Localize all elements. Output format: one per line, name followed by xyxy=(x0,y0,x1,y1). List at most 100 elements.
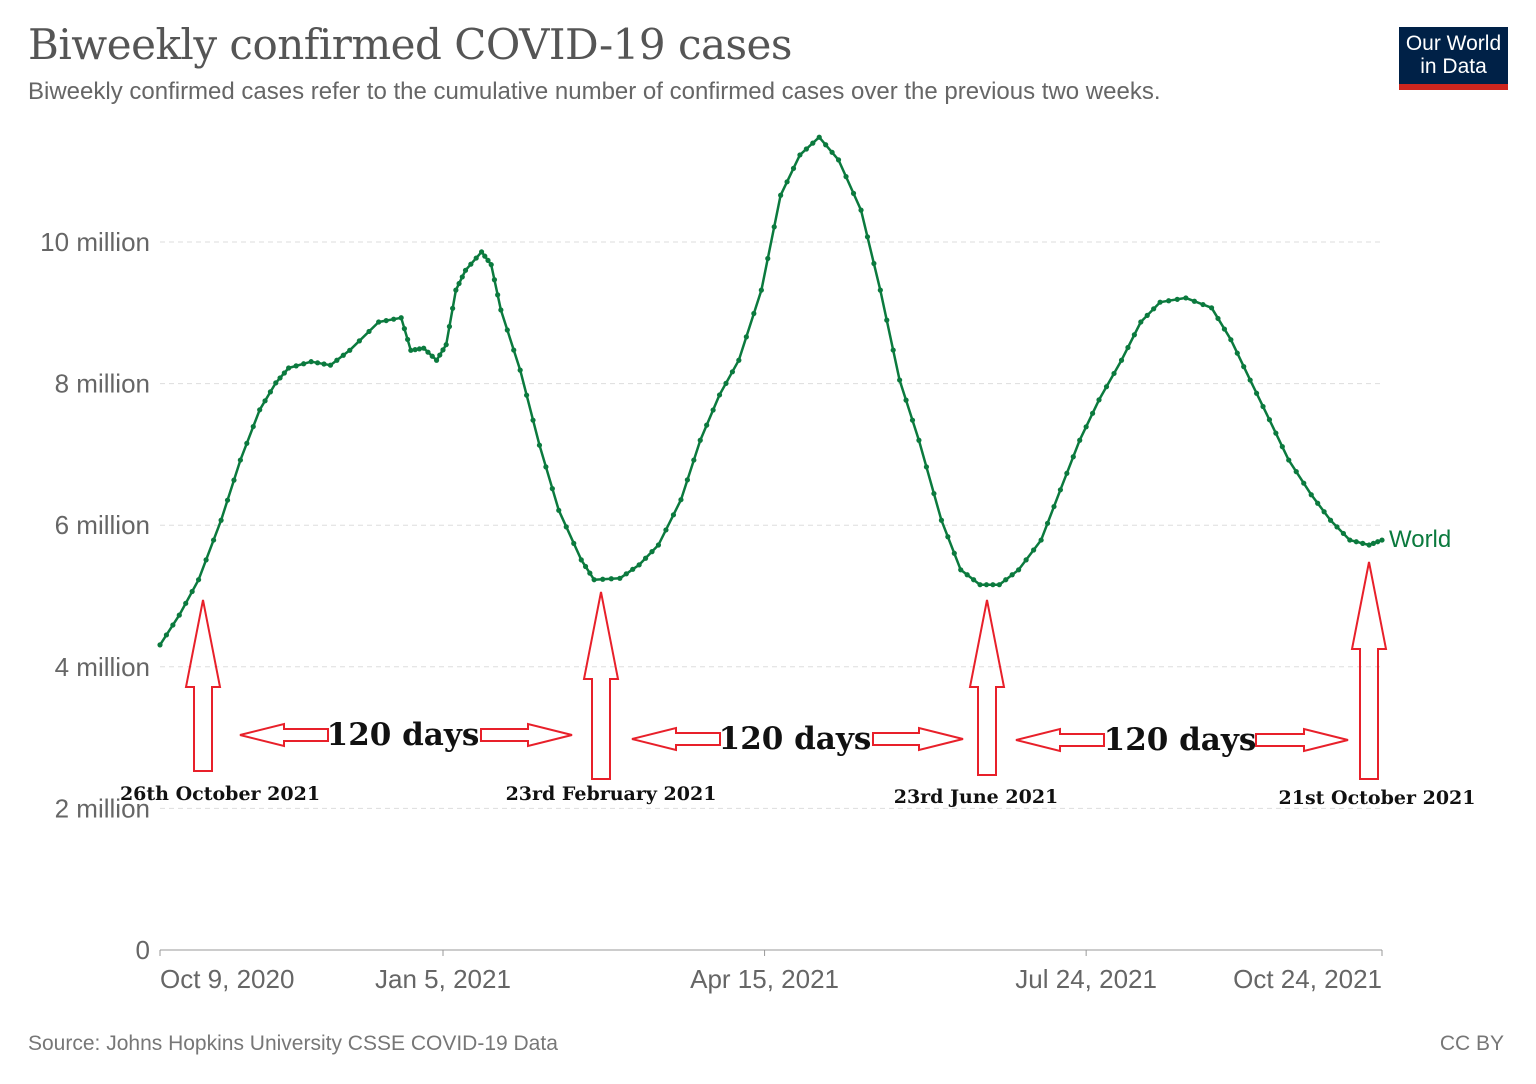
data-point xyxy=(1023,557,1029,563)
data-point xyxy=(630,566,636,572)
data-point xyxy=(356,338,362,344)
up-arrow-annotation xyxy=(1350,561,1388,780)
data-point xyxy=(897,377,903,383)
data-point xyxy=(536,442,543,448)
data-point xyxy=(691,457,697,463)
data-point xyxy=(996,582,1002,588)
license-link[interactable]: CC BY xyxy=(1439,1032,1504,1055)
data-point xyxy=(697,437,703,443)
data-point xyxy=(473,255,479,261)
data-point xyxy=(1286,457,1292,463)
data-point xyxy=(321,361,327,367)
data-point xyxy=(608,576,614,582)
interval-label: 120 days xyxy=(1104,722,1257,758)
series-label-world: World xyxy=(1389,526,1451,553)
data-point xyxy=(710,407,716,413)
data-point xyxy=(1208,305,1215,311)
data-point xyxy=(587,570,593,576)
data-point xyxy=(556,507,562,513)
data-point xyxy=(678,497,684,503)
data-point xyxy=(563,524,569,530)
x-tick-label: Apr 15, 2021 xyxy=(690,964,839,994)
data-point xyxy=(835,157,842,163)
data-point xyxy=(803,146,809,152)
data-point xyxy=(716,392,723,398)
data-point xyxy=(495,292,501,298)
data-point xyxy=(440,347,446,353)
left-arrow-annotation xyxy=(1015,727,1105,753)
data-point xyxy=(684,477,690,483)
data-point xyxy=(1279,444,1285,450)
data-point xyxy=(334,357,340,363)
data-point xyxy=(729,369,736,375)
date-annotation: 23rd February 2021 xyxy=(506,783,717,805)
data-point xyxy=(391,316,397,322)
data-point xyxy=(425,349,431,355)
data-point xyxy=(459,274,465,280)
data-point xyxy=(1366,542,1372,548)
data-point xyxy=(1321,509,1327,515)
owid-logo[interactable]: Our World in Data xyxy=(1399,27,1508,90)
data-point xyxy=(1077,437,1083,443)
data-point xyxy=(383,317,389,324)
data-point xyxy=(1370,540,1377,546)
data-point xyxy=(491,277,498,283)
data-point xyxy=(1293,469,1299,475)
data-point xyxy=(1200,301,1206,308)
data-point xyxy=(273,380,279,386)
y-tick-label: 4 million xyxy=(55,652,150,682)
data-point xyxy=(1031,547,1037,553)
x-tick-label: Jul 24, 2021 xyxy=(1015,964,1157,994)
data-point xyxy=(1044,520,1051,526)
left-arrow-annotation xyxy=(239,722,329,748)
data-point xyxy=(262,398,268,404)
data-point xyxy=(1003,577,1009,583)
right-arrow-annotation xyxy=(480,722,573,748)
data-point xyxy=(1260,403,1266,410)
data-point xyxy=(945,534,951,540)
data-point xyxy=(655,542,662,548)
data-point xyxy=(623,571,629,577)
logo-line1: Our World xyxy=(1405,32,1502,55)
data-point xyxy=(511,347,517,353)
data-point xyxy=(416,346,423,352)
data-point xyxy=(1191,298,1198,304)
data-point xyxy=(224,497,231,503)
data-point xyxy=(485,257,491,264)
data-point xyxy=(443,342,449,348)
data-point xyxy=(571,540,577,546)
data-point xyxy=(1111,370,1117,377)
data-point xyxy=(401,326,407,332)
data-point xyxy=(453,287,459,293)
data-point xyxy=(970,577,977,583)
data-point xyxy=(1051,503,1057,510)
data-point xyxy=(951,550,957,556)
data-point xyxy=(1215,315,1221,322)
data-point xyxy=(231,477,237,483)
data-point xyxy=(743,334,749,340)
data-point xyxy=(1064,470,1070,476)
data-point xyxy=(843,174,849,180)
data-point xyxy=(1379,537,1385,543)
data-point xyxy=(488,262,494,268)
data-point xyxy=(778,192,784,198)
data-point xyxy=(1375,539,1381,545)
data-point xyxy=(1166,298,1172,304)
data-point xyxy=(218,517,224,523)
source-note[interactable]: Source: Johns Hopkins University CSSE CO… xyxy=(28,1032,558,1055)
data-point xyxy=(462,267,469,273)
data-point xyxy=(482,253,488,259)
data-point xyxy=(1308,492,1314,498)
data-point xyxy=(958,567,964,573)
data-point xyxy=(517,367,523,373)
data-point xyxy=(591,577,597,583)
data-point xyxy=(983,582,990,588)
data-point xyxy=(1266,417,1273,423)
data-point xyxy=(308,359,314,365)
data-point xyxy=(1151,306,1157,312)
data-point xyxy=(1234,350,1240,356)
data-point xyxy=(376,319,382,325)
data-point xyxy=(1057,487,1064,493)
right-arrow-annotation xyxy=(1255,727,1349,753)
data-point xyxy=(293,363,299,369)
